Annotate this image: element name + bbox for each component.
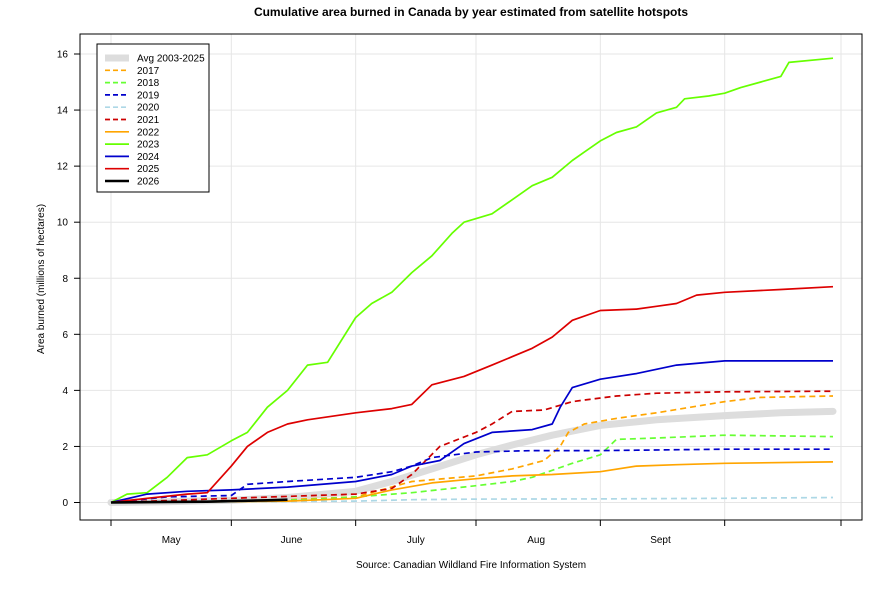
legend-label: 2022 [137, 127, 160, 138]
series-line-2023 [110, 57, 834, 504]
series-line-2024 [110, 360, 833, 504]
series-line-avg-2003-2025 [107, 407, 837, 506]
y-tick-label: 4 [62, 386, 68, 397]
legend-label: 2026 [137, 177, 160, 188]
legend-label: 2021 [137, 115, 160, 126]
legend-label: 2020 [137, 103, 160, 114]
y-tick-label: 0 [62, 498, 68, 509]
x-tick-label: Sept [650, 535, 671, 546]
y-tick-label: 6 [62, 330, 68, 341]
y-tick-label: 14 [57, 106, 69, 117]
x-tick-label: June [281, 535, 303, 546]
series-line-2021 [110, 390, 834, 504]
axes: 0 2 4 6 8 10 12 14 16 May June July Aug Sept [57, 50, 842, 546]
legend-label: 2019 [137, 90, 160, 101]
y-axis-label: Area burned (millions of hectares) [36, 204, 47, 354]
source-caption: Source: Canadian Wildland Fire Informati… [356, 560, 586, 571]
series-line-2025 [110, 285, 834, 504]
series-lines [107, 57, 837, 506]
series-line-2022 [110, 461, 834, 504]
legend-label: 2025 [137, 164, 160, 175]
series-line-2019 [110, 448, 833, 504]
x-tick-label: July [407, 535, 425, 546]
legend-label: 2024 [137, 152, 160, 163]
chart-title: Cumulative area burned in Canada by year… [254, 5, 688, 19]
legend-label: Avg 2003-2025 [137, 54, 205, 65]
legend-label: 2023 [137, 140, 160, 151]
y-tick-label: 8 [62, 274, 68, 285]
y-tick-label: 2 [62, 442, 68, 453]
legend-box [96, 43, 210, 193]
plot-frame [79, 33, 863, 521]
x-tick-label: May [162, 535, 181, 546]
legend-label: 2017 [137, 66, 160, 77]
y-tick-label: 16 [57, 50, 69, 61]
y-tick-label: 10 [57, 218, 69, 229]
y-tick-label: 12 [57, 162, 69, 173]
legend-label: 2018 [137, 78, 160, 89]
series-line-2026 [110, 498, 288, 504]
x-tick-label: Aug [527, 535, 545, 546]
